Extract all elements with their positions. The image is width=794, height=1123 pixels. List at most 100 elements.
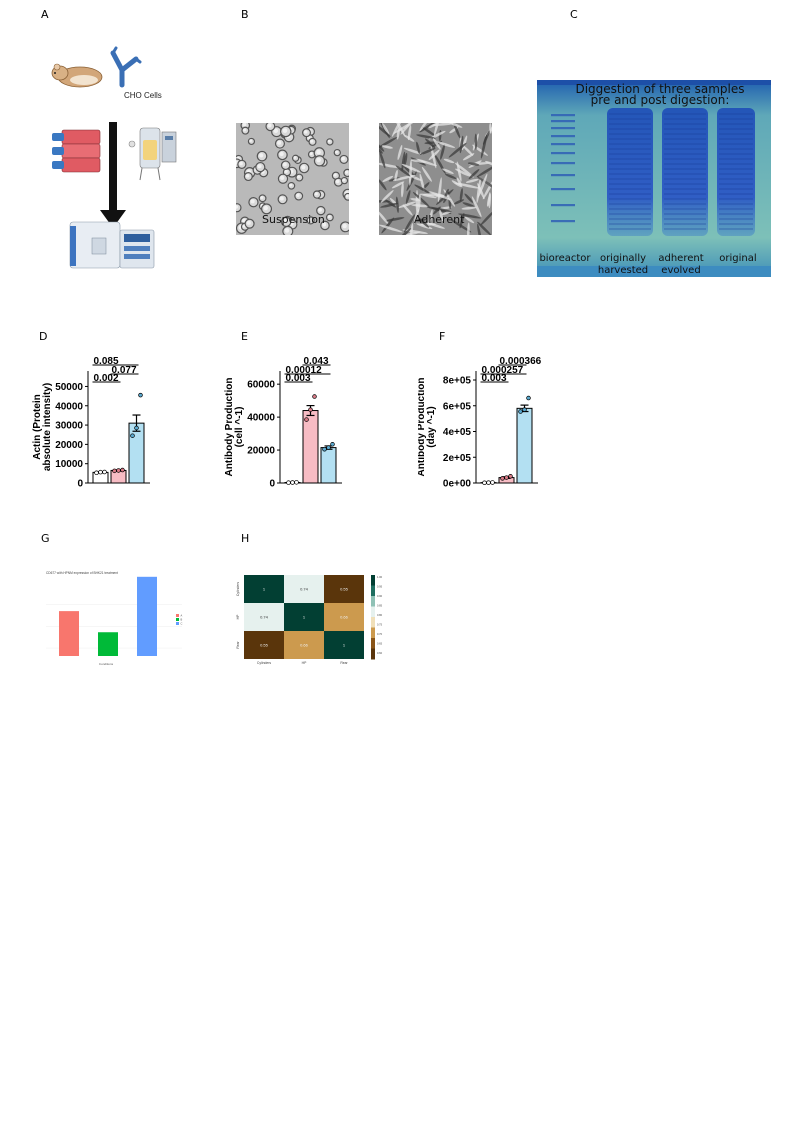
y-tick-label: 60000 bbox=[247, 380, 275, 391]
y-tick-label: 2e+05 bbox=[443, 453, 472, 464]
data-point bbox=[94, 470, 99, 476]
panel-a-illustration: CHO Cells bbox=[51, 46, 177, 269]
suspension-cell-highlight bbox=[289, 183, 293, 187]
adherent-cell bbox=[489, 123, 492, 134]
adherent-cell bbox=[419, 173, 425, 192]
adherent-cell bbox=[394, 169, 398, 182]
y-axis-label-line2: (day ^-1) bbox=[426, 406, 437, 447]
suspension-cell-highlight bbox=[316, 149, 321, 155]
y-tick-label: 8e+05 bbox=[443, 376, 472, 387]
pvalue-label: 0.077 bbox=[112, 365, 137, 376]
suspension-cell-highlight bbox=[279, 196, 284, 201]
suspension-cell-highlight bbox=[309, 152, 313, 156]
heatmap-cell bbox=[244, 603, 284, 631]
heatmap-row-label: Rear bbox=[236, 640, 240, 648]
bar bbox=[128, 422, 145, 484]
adherent-cell bbox=[464, 193, 473, 203]
heatmap-cell bbox=[284, 575, 324, 603]
adherent-cell bbox=[408, 159, 412, 186]
adherent-cell bbox=[477, 173, 488, 198]
adherent-cell bbox=[482, 130, 491, 145]
antibody-icon bbox=[110, 46, 142, 88]
legend-swatch bbox=[176, 614, 179, 617]
pvalue-label: 0.002 bbox=[94, 373, 119, 384]
flask-stack-icon bbox=[52, 129, 101, 173]
pvalue-label: 0.000366 bbox=[500, 356, 542, 367]
data-point bbox=[504, 475, 509, 480]
y-tick-label: 0 bbox=[77, 479, 83, 490]
adherent-cell bbox=[476, 177, 481, 204]
ladder-band bbox=[551, 135, 575, 138]
data-point bbox=[486, 480, 491, 485]
suspension-cells bbox=[236, 123, 349, 235]
suspension-cell-highlight bbox=[293, 156, 297, 159]
suspension-cell-highlight bbox=[284, 169, 288, 174]
adherent-cell bbox=[379, 179, 387, 191]
gel-lane-label-line2: evolved bbox=[661, 265, 701, 276]
suspension-cell-highlight bbox=[267, 123, 272, 128]
adherent-cell bbox=[454, 162, 474, 178]
heatmap-cell bbox=[284, 631, 324, 659]
adherent-cell bbox=[379, 224, 403, 233]
adherent-cell bbox=[425, 138, 436, 149]
y-axis-label: Antibody Production(cell ^-1) bbox=[224, 378, 245, 477]
gel-title: Diggestion of three samples pre and post… bbox=[537, 82, 771, 106]
suspension-cell-highlight bbox=[257, 164, 262, 169]
adherent-cell bbox=[445, 173, 457, 180]
ladder-band bbox=[551, 152, 575, 155]
data-point bbox=[130, 433, 135, 438]
colorbar-segment bbox=[371, 585, 375, 597]
suspension-cell-highlight bbox=[322, 222, 327, 227]
suspension-cell-highlight bbox=[239, 161, 243, 166]
bar bbox=[98, 632, 118, 656]
pvalue-label: 0.085 bbox=[94, 356, 119, 367]
adherent-cell bbox=[439, 209, 444, 222]
adherent-cell bbox=[477, 223, 482, 235]
adherent-cell bbox=[419, 147, 436, 155]
gel-lane-label-original: original bbox=[711, 253, 765, 265]
heatmap-row-label: HP bbox=[236, 614, 240, 619]
heatmap-col-label: HP bbox=[302, 661, 307, 665]
legend-label: B bbox=[181, 618, 183, 622]
adherent-cell bbox=[391, 123, 404, 137]
y-axis-label-line2: absolute intensity) bbox=[42, 383, 53, 471]
colorbar-segment bbox=[371, 617, 375, 628]
ladder-band bbox=[551, 162, 575, 165]
arrow-down-icon bbox=[100, 122, 126, 228]
adherent-cell bbox=[421, 166, 432, 182]
data-point bbox=[508, 474, 513, 479]
pvalue-label: 0.000257 bbox=[482, 365, 524, 376]
y-axis-label: Antibody Production(day ^-1) bbox=[418, 378, 437, 477]
adherent-cell bbox=[485, 160, 492, 167]
data-point bbox=[294, 480, 299, 485]
suspension-cell-highlight bbox=[282, 128, 288, 133]
ladder-band bbox=[551, 174, 575, 177]
pvalue-label: 0.00012 bbox=[286, 365, 323, 376]
y-axis-label-line1: Actin (Protein bbox=[32, 394, 43, 460]
adherent-cell bbox=[407, 125, 412, 141]
data-point bbox=[518, 409, 523, 414]
ladder-band bbox=[551, 220, 575, 223]
adherent-cell bbox=[384, 217, 405, 222]
data-point bbox=[500, 476, 505, 481]
adherent-cell bbox=[380, 202, 399, 208]
colorbar-segment bbox=[371, 638, 375, 649]
mass-spectrometer-icon bbox=[69, 221, 155, 269]
micrograph-suspension: Suspension bbox=[236, 123, 349, 235]
suspension-cell-highlight bbox=[263, 205, 268, 211]
data-point bbox=[322, 446, 327, 452]
gel-title-line1: Diggestion of three samples bbox=[575, 82, 745, 96]
adherent-cell bbox=[391, 181, 405, 189]
heatmap-value: 1 bbox=[263, 587, 266, 592]
adherent-cell bbox=[379, 151, 386, 169]
suspension-cell-highlight bbox=[284, 228, 290, 233]
adherent-cell bbox=[442, 168, 454, 174]
colorbar-tick-label: 0.70 bbox=[377, 632, 383, 636]
adherent-cell bbox=[480, 210, 492, 226]
adherent-cell bbox=[402, 204, 413, 216]
chart-g-mrna-expression: CD677 with HPNM expression of BHK21 trea… bbox=[44, 571, 184, 666]
adherent-cell bbox=[463, 145, 474, 156]
ladder-band bbox=[551, 120, 575, 123]
panel-letter-f: F bbox=[439, 330, 446, 343]
